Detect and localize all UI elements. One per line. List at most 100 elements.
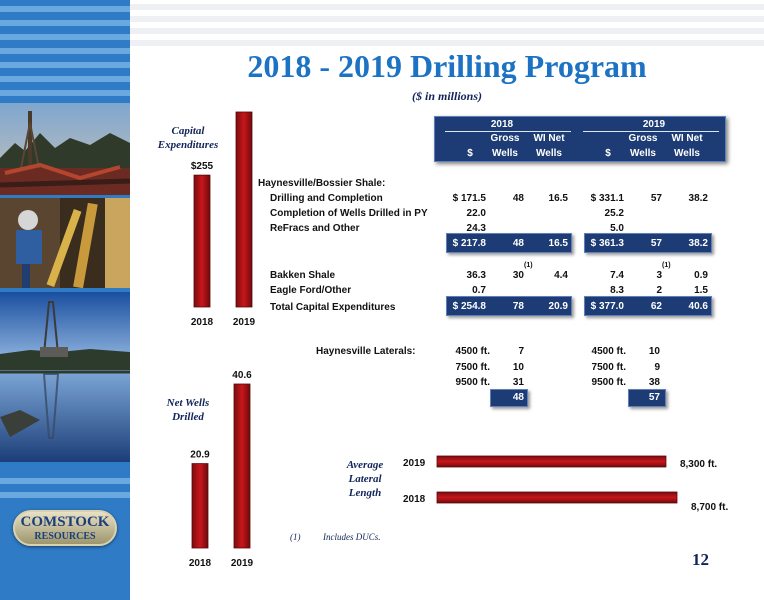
sidebar-stripe [0, 492, 130, 498]
sidebar-stripe [0, 478, 130, 484]
left-sidebar: COMSTOCK RESOURCES [0, 0, 130, 600]
bar-value-label: $377 [233, 108, 256, 109]
subtotal-2018-box [446, 233, 572, 253]
net-wells-label-line: Drilled [172, 411, 204, 423]
top-stripe [130, 28, 764, 34]
row-label: Eagle Ford/Other [270, 285, 352, 296]
bar-2019 [233, 383, 251, 549]
rig-site-photo [0, 103, 130, 195]
sidebar-stripe [0, 34, 130, 40]
net-wells-bar-chart: 20.9 2018 40.6 2019 [189, 370, 254, 569]
total-2018-box [446, 296, 572, 316]
capex-label: Capital Expenditures [146, 124, 230, 152]
footnote-marker: (1) [524, 262, 533, 269]
lateral-count: 10 [512, 362, 524, 373]
sidebar-stripe [0, 62, 130, 68]
table-cell: 22.0 [466, 208, 486, 219]
bar-value-label: $255 [191, 161, 214, 172]
table-cell: 2 [656, 285, 662, 296]
bar-2019 [235, 111, 253, 308]
total-cell: $ 254.8 [452, 301, 486, 312]
table-header: 2018 2019 Gross WI Net Gross WI Net $ We… [434, 116, 726, 162]
wi-net-wells-header: Wells [536, 148, 562, 159]
category-label: 2018 [189, 558, 212, 569]
lateral-count: 9 [654, 362, 660, 373]
laterals-total: 48 [512, 392, 524, 403]
subtotal-cell: 57 [650, 238, 662, 249]
crew-photo [0, 198, 130, 288]
subtotal-cell: $ 361.3 [590, 238, 624, 249]
table-cell: 5.0 [610, 223, 624, 234]
wi-net-wells-header: WI Net [533, 133, 565, 144]
bar-value-label: 20.9 [190, 450, 210, 461]
sidebar-stripe [0, 90, 130, 96]
page-subtitle: ($ in millions) [411, 89, 482, 103]
avg-lateral-label-line: Length [348, 487, 382, 499]
lateral-length-bar-chart: 2019 8,300 ft. 2018 8,700 ft. [403, 455, 728, 513]
lateral-length: 7500 ft. [455, 362, 490, 373]
footnote-marker: (1) [290, 532, 301, 542]
table-cell: 0.7 [472, 285, 486, 296]
bar-2018 [436, 491, 678, 504]
total-cell: $ 377.0 [590, 301, 624, 312]
capex-bar-chart: $255 2018 $377 2019 [191, 108, 256, 328]
page-number: 12 [692, 550, 709, 569]
net-wells-label: Net Wells Drilled [146, 396, 230, 424]
dollar-header: $ [605, 148, 611, 159]
lateral-length: 9500 ft. [591, 377, 626, 388]
subtotal-cell: 16.5 [548, 238, 568, 249]
sidebar-stripe [0, 76, 130, 82]
top-stripe [130, 40, 764, 46]
category-label: 2019 [231, 558, 254, 569]
table-cell: 36.3 [466, 270, 486, 281]
avg-lateral-label: Average Lateral Length [330, 458, 400, 500]
section-title: Haynesville/Bossier Shale: [258, 178, 386, 189]
top-stripe [130, 16, 764, 22]
footnote-text: Includes DUCs. [323, 532, 381, 542]
header-rule [445, 131, 571, 132]
table-cell: 7.4 [610, 270, 624, 281]
table-cell: 3 [656, 270, 662, 281]
capex-label-line: Expenditures [157, 139, 219, 151]
subtotal-cell: 48 [512, 238, 524, 249]
laterals-total: 57 [648, 392, 660, 403]
table-cell: $ 331.1 [590, 193, 624, 204]
table-cell: 30 [512, 270, 524, 281]
lateral-count: 10 [648, 346, 660, 357]
laterals-total-2018-box [490, 389, 528, 407]
bar-2018 [191, 463, 209, 549]
lateral-count: 38 [648, 377, 660, 388]
category-label: 2018 [403, 494, 426, 505]
category-label: 2018 [191, 317, 214, 328]
net-wells-label-line: Net Wells [166, 397, 210, 409]
table-cell: 24.3 [466, 223, 486, 234]
rig-water-photo [0, 292, 130, 462]
laterals-title: Haynesville Laterals: [316, 346, 416, 357]
wi-net-wells-header: WI Net [671, 133, 703, 144]
category-label: 2019 [403, 458, 426, 469]
total-label: Total Capital Expenditures [270, 302, 396, 313]
table-cell: 8.3 [610, 285, 624, 296]
bar-2018 [193, 174, 211, 308]
footnote: (1) Includes DUCs. [290, 532, 381, 542]
year-header-2018: 2018 [490, 119, 514, 130]
table-cell: 1.5 [694, 285, 708, 296]
table-cell: $ 171.5 [452, 193, 486, 204]
subtotal-cell: 38.2 [688, 238, 708, 249]
company-logo: COMSTOCK RESOURCES [13, 510, 117, 546]
top-stripe [130, 4, 764, 10]
gross-wells-header: Gross [490, 133, 520, 144]
lateral-length: 4500 ft. [455, 346, 490, 357]
total-cell: 40.6 [688, 301, 708, 312]
lateral-count: 7 [518, 346, 524, 357]
page-title: 2018 - 2019 Drilling Program [247, 48, 647, 84]
row-label: Completion of Wells Drilled in PY [270, 208, 428, 219]
table-cell: 0.9 [694, 270, 708, 281]
table-cell: 48 [512, 193, 524, 204]
logo-text: COMSTOCK [20, 514, 110, 530]
bar-value-label: 8,700 ft. [691, 502, 728, 513]
category-label: 2019 [233, 317, 256, 328]
subtotal-cell: $ 217.8 [452, 238, 486, 249]
row-label: Bakken Shale [270, 270, 336, 281]
total-2019-box [584, 296, 712, 316]
